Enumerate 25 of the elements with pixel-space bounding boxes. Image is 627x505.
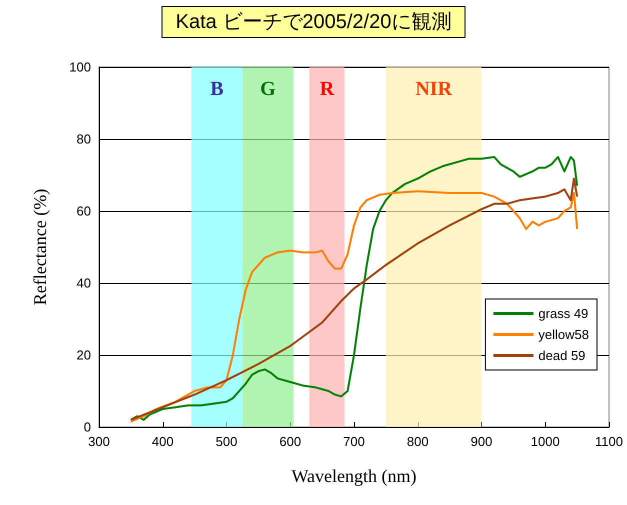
chart-title: Kata ビーチで2005/2/20に観測 bbox=[176, 11, 452, 33]
y-tick-label: 0 bbox=[84, 420, 91, 434]
y-tick-label: 60 bbox=[76, 204, 91, 218]
legend-label: dead 59 bbox=[538, 348, 586, 363]
band-label: NIR bbox=[415, 78, 453, 100]
legend-label: grass 49 bbox=[538, 306, 588, 321]
x-tick-label: 800 bbox=[406, 434, 429, 449]
x-tick-label: 700 bbox=[343, 434, 365, 449]
x-tick-label: 1000 bbox=[530, 434, 560, 449]
legend-label: yellow58 bbox=[538, 327, 590, 342]
x-tick-label: 500 bbox=[216, 434, 238, 449]
x-tick-label: 400 bbox=[152, 434, 174, 449]
x-tick-label: 900 bbox=[470, 434, 492, 449]
x-tick-label: 600 bbox=[279, 434, 302, 449]
band-label: B bbox=[210, 78, 224, 100]
band-label: R bbox=[320, 78, 335, 100]
x-tick-label: 1100 bbox=[595, 434, 623, 449]
band-label: G bbox=[260, 78, 276, 100]
y-tick-label: 100 bbox=[69, 60, 91, 74]
y-axis-title: Reflectance (%) bbox=[30, 188, 50, 306]
x-tick-label: 300 bbox=[88, 434, 110, 449]
y-tick-label: 40 bbox=[76, 276, 91, 290]
y-tick-label: 80 bbox=[76, 132, 91, 146]
y-tick-label: 20 bbox=[76, 348, 91, 362]
x-axis-title: Wavelength (nm) bbox=[291, 466, 417, 486]
